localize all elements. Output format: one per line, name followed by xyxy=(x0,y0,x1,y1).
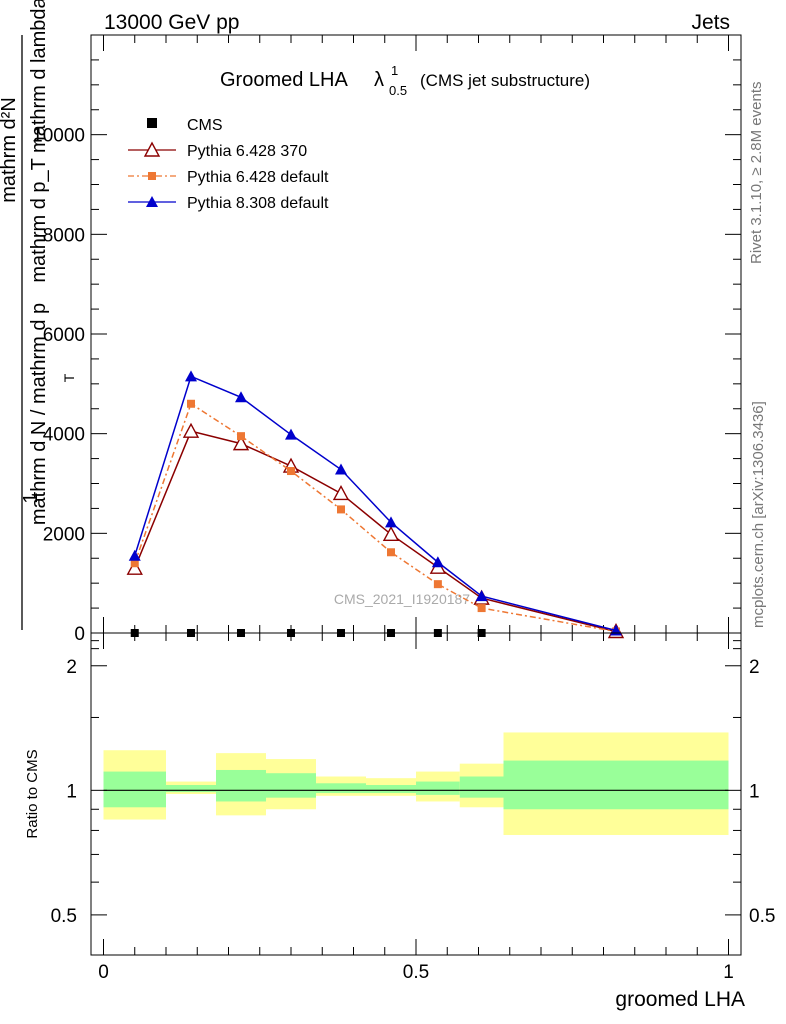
legend-marker-cms xyxy=(147,118,157,128)
title-main: Groomed LHA xyxy=(220,69,348,91)
ratio-band-green xyxy=(103,771,166,808)
ratio-band-green xyxy=(316,783,366,794)
main-ytick-label: 0 xyxy=(74,624,85,645)
data-point xyxy=(385,516,397,528)
title-subscript: 0.5 xyxy=(389,83,407,98)
ratio-band-green xyxy=(416,781,460,795)
data-point xyxy=(431,556,444,568)
data-point xyxy=(235,391,247,403)
plot-title: Groomed LHA λ 1 0.5 (CMS jet substructur… xyxy=(220,63,590,98)
xtick-label: 0 xyxy=(98,962,109,983)
rivet-label: Rivet 3.1.10, ≥ 2.8M events xyxy=(748,82,765,265)
ratio-bands xyxy=(103,732,729,835)
xlabel: groomed LHA xyxy=(615,988,745,1011)
ratio-band-green xyxy=(216,769,266,802)
data-point xyxy=(237,432,245,441)
ylabel-prefix-numerator: 1 xyxy=(20,492,42,503)
mcplots-label: mcplots.cern.ch [arXiv:1306.3436] xyxy=(750,401,767,628)
data-point xyxy=(337,505,345,514)
process-label: Jets xyxy=(691,11,730,34)
title-note: (CMS jet substructure) xyxy=(420,71,590,90)
xtick-label: 1 xyxy=(723,962,734,983)
legend: CMS Pythia 6.428 370 Pythia 6.428 defaul… xyxy=(128,117,329,212)
main-ytick-label: 8000 xyxy=(43,225,85,246)
ratio-ytick-label-right: 0.5 xyxy=(749,906,775,927)
ylabel-denominator: mathrm d p_T mathrm d lambda xyxy=(28,0,50,283)
data-point xyxy=(477,604,486,613)
ylabel-prefix-denominator: mathrm d N / mathrm d p xyxy=(28,303,50,525)
legend-entry-pythia6-default: Pythia 6.428 default xyxy=(128,169,329,186)
legend-entry-pythia6-370: Pythia 6.428 370 xyxy=(128,141,307,160)
legend-entry-cms: CMS xyxy=(147,117,223,134)
ratio-band-green xyxy=(503,760,729,810)
main-ytick-label: 10000 xyxy=(32,126,85,147)
ratio-ytick-label: 0.5 xyxy=(51,906,77,927)
main-ylabel: 1 mathrm d N / mathrm d p mathrm d²N mat… xyxy=(0,0,77,630)
legend-label-pythia6-default: Pythia 6.428 default xyxy=(187,169,329,186)
main-ytick-label: 6000 xyxy=(43,325,85,346)
ylabel-numerator: mathrm d²N xyxy=(0,97,20,203)
legend-marker-pythia6-370 xyxy=(143,141,161,157)
data-point xyxy=(382,525,400,542)
title-symbol: λ xyxy=(374,69,384,91)
ratio-ytick-label-right: 1 xyxy=(749,781,760,802)
ratio-ytick-label: 1 xyxy=(66,781,77,802)
data-point xyxy=(335,463,347,475)
legend-marker-pythia8 xyxy=(146,196,158,207)
data-point xyxy=(287,467,295,476)
ratio-band-green xyxy=(366,785,416,794)
ratio-band-green xyxy=(266,773,316,798)
ratio-band-green xyxy=(459,776,504,798)
legend-entry-pythia8: Pythia 8.308 default xyxy=(128,195,329,212)
energy-label: 13000 GeV pp xyxy=(104,11,239,34)
ratio-band-green xyxy=(166,785,216,793)
data-point xyxy=(187,399,195,408)
data-point xyxy=(130,559,139,568)
data-point xyxy=(475,590,488,602)
data-point xyxy=(332,484,350,501)
ylabel-subscript: T xyxy=(61,373,77,382)
data-point xyxy=(185,370,197,382)
data-point xyxy=(285,428,297,440)
title-superscript: 1 xyxy=(391,63,398,78)
data-point xyxy=(126,559,143,575)
data-point xyxy=(387,548,395,557)
ratio-ytick-label-right: 2 xyxy=(749,657,760,678)
main-axes: 0 2000 4000 6000 8000 10000 xyxy=(32,35,741,645)
data-point xyxy=(182,422,200,438)
ratio-ylabel: Ratio to CMS xyxy=(24,749,41,838)
legend-label-pythia6-370: Pythia 6.428 370 xyxy=(187,143,307,160)
ratio-axes: 0.5 0.5 1 1 2 2 0 0.5 1 xyxy=(51,633,775,983)
xtick-label: 0.5 xyxy=(403,962,429,983)
main-ytick-label: 2000 xyxy=(43,524,85,545)
legend-label-cms: CMS xyxy=(187,117,223,134)
data-point xyxy=(433,580,442,589)
data-point xyxy=(128,549,141,561)
legend-label-pythia8: Pythia 8.308 default xyxy=(187,195,329,212)
legend-marker-pythia6-default xyxy=(148,172,156,180)
data-point xyxy=(232,435,250,451)
ratio-ytick-label: 2 xyxy=(66,657,77,678)
main-ytick-label: 4000 xyxy=(43,425,85,446)
analysis-watermark: CMS_2021_I1920187 xyxy=(334,591,470,607)
